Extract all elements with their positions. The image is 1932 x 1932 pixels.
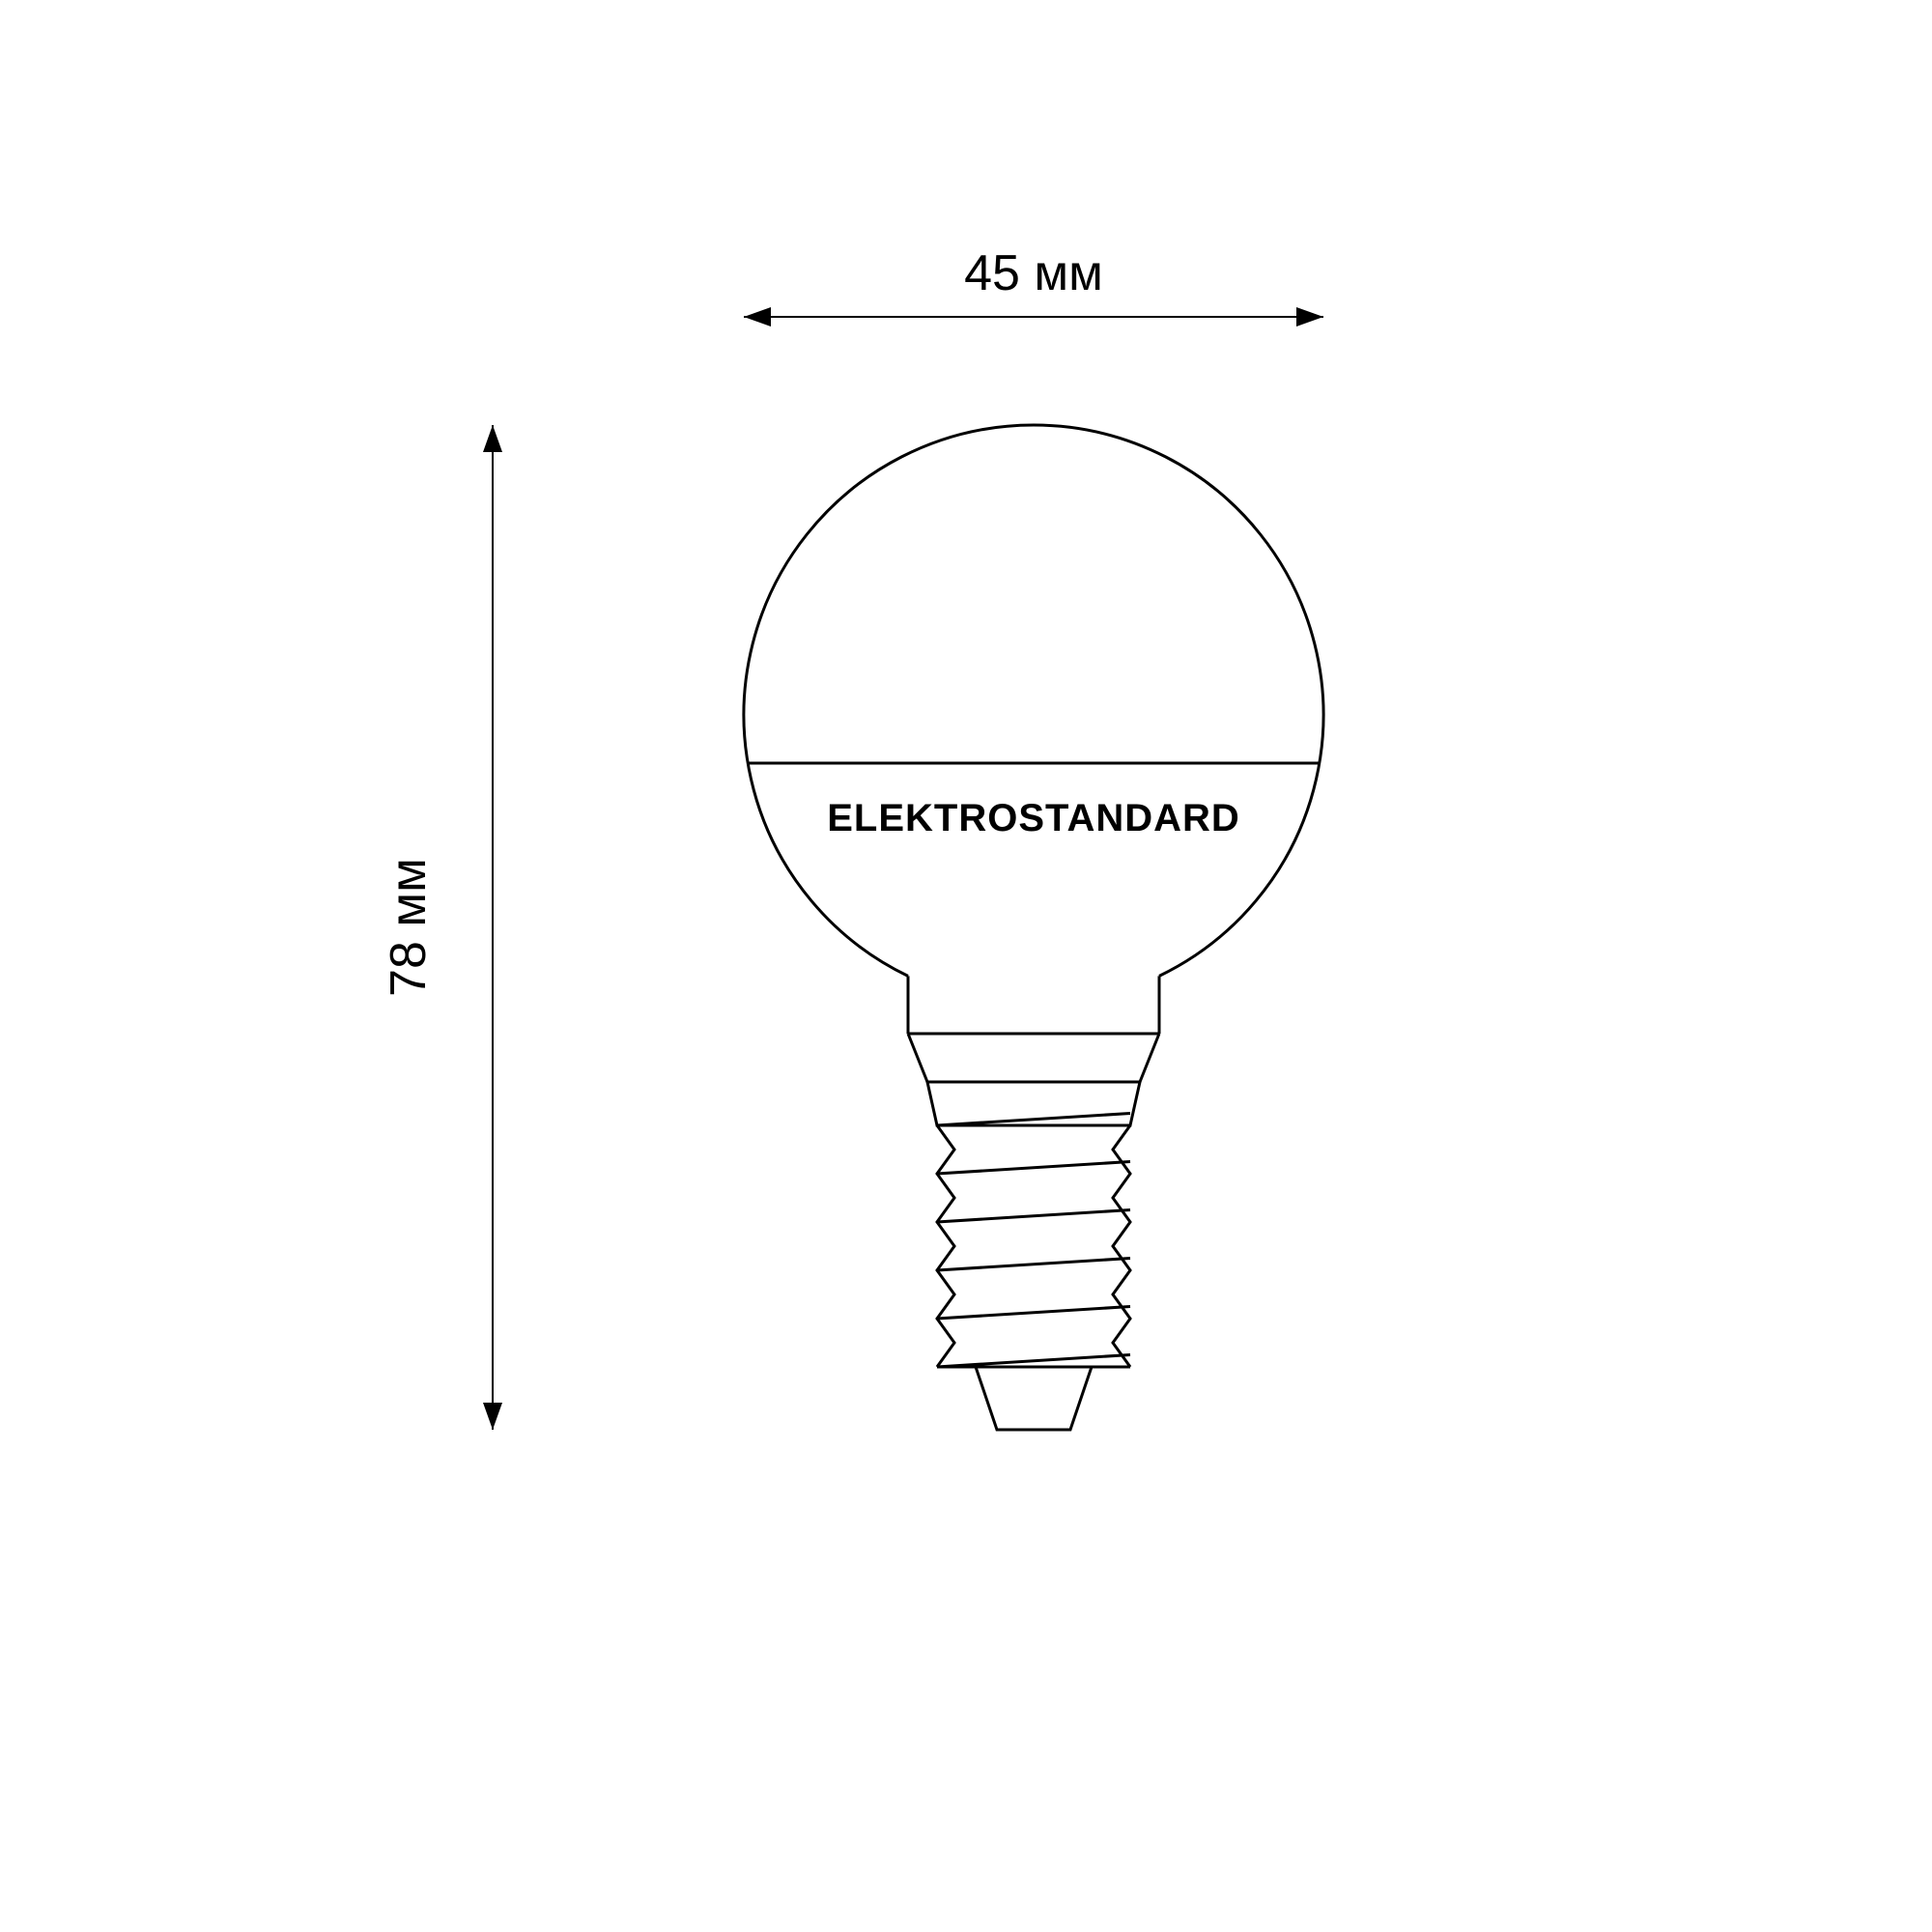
width-label: 45 мм	[964, 245, 1103, 301]
height-dimension: 78 мм	[381, 425, 502, 1430]
bulb-outline	[744, 425, 1323, 1430]
bulb-dimension-diagram: 45 мм 78 мм ELEKTROSTANDARD	[0, 0, 1932, 1932]
height-label: 78 мм	[381, 858, 437, 997]
brand-label: ELEKTROSTANDARD	[827, 797, 1240, 839]
width-dimension: 45 мм	[744, 245, 1323, 327]
